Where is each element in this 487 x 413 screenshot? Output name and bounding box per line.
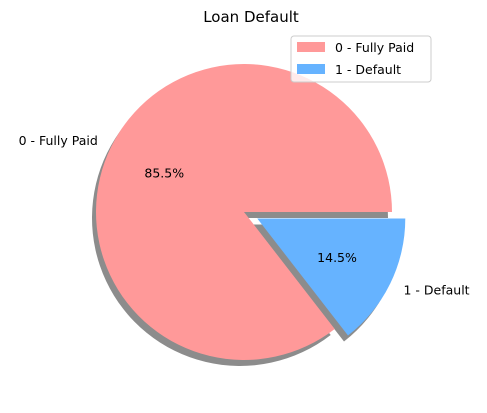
pie-slice-default	[257, 218, 406, 336]
slice-percent-label-fully-paid: 85.5%	[144, 165, 184, 180]
slice-category-label-fully-paid: 0 - Fully Paid	[19, 133, 98, 148]
slice-category-label-default: 1 - Default	[403, 283, 469, 298]
chart-title: Loan Default	[203, 8, 299, 26]
legend-label-fully-paid: 0 - Fully Paid	[335, 40, 414, 55]
slice-labels: 85.5% 0 - Fully Paid 14.5% 1 - Default	[19, 133, 470, 298]
pie-slice-fully-paid	[95, 63, 392, 360]
legend-frame	[290, 35, 432, 83]
legend: 0 - Fully Paid 1 - Default	[290, 35, 432, 83]
legend-label-default: 1 - Default	[335, 62, 401, 77]
pie-slices	[95, 63, 406, 360]
slice-percent-label-default: 14.5%	[317, 250, 357, 265]
legend-swatch-fully-paid	[297, 42, 325, 52]
legend-swatch-default	[297, 64, 325, 74]
